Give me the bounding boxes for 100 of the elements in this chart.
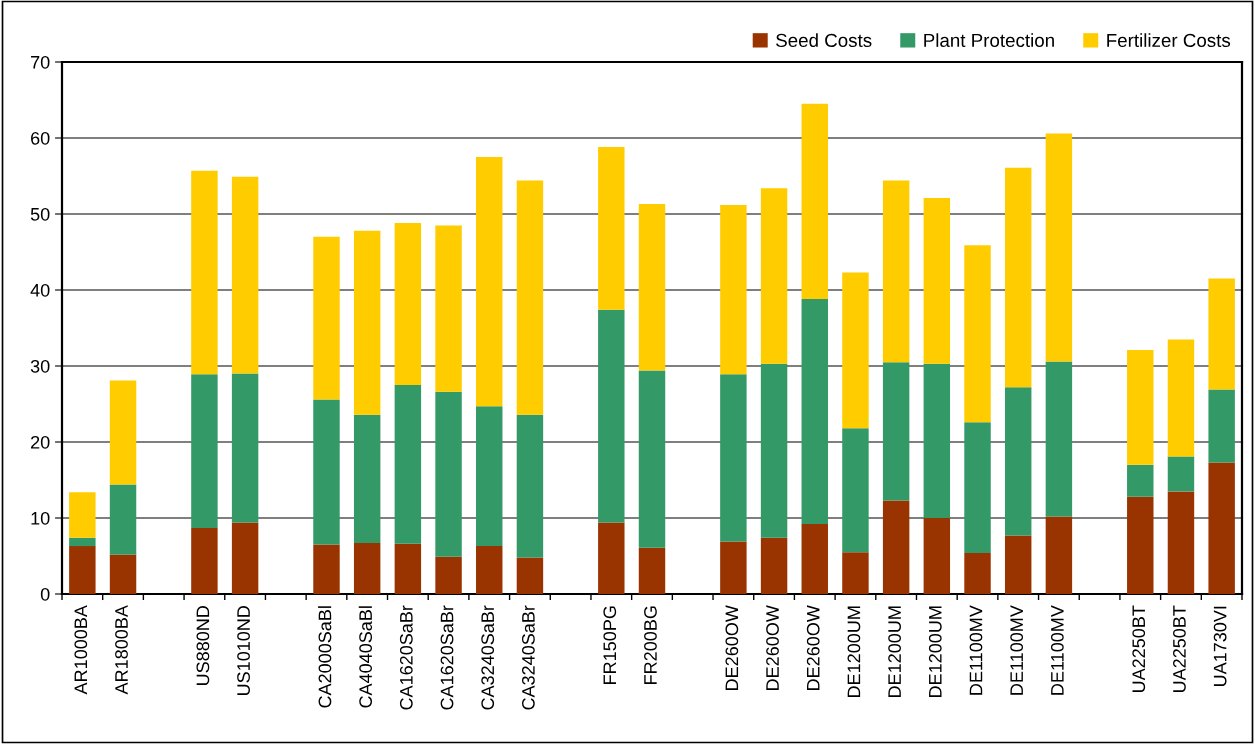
bar (1208, 389, 1235, 463)
bar (1045, 133, 1073, 362)
bar (801, 103, 828, 300)
bar (1127, 464, 1154, 497)
x-tick-label: US1010ND (237, 605, 250, 696)
y-tick-label: 0 (40, 587, 50, 601)
y-tick-label: 50 (30, 207, 50, 221)
bar (1208, 278, 1235, 390)
bar (1167, 491, 1195, 594)
bar (1004, 387, 1032, 536)
bar (353, 414, 381, 544)
bar (516, 180, 544, 415)
x-tick-label: AR1800BA (115, 605, 128, 695)
bar (516, 414, 544, 558)
bar (69, 546, 96, 594)
y-tick-label: 20 (31, 435, 50, 449)
bar (923, 518, 951, 594)
x-tick-label: DE1200UM (888, 606, 901, 697)
bar (638, 370, 666, 548)
bar (720, 204, 747, 375)
bar (191, 170, 218, 375)
bar (476, 406, 503, 547)
bar (353, 230, 381, 415)
x-tick-label: FR150PG (603, 606, 617, 684)
x-tick-label: UA2250BT (1132, 605, 1146, 693)
bar (516, 557, 544, 594)
x-tick-label: CA3240SaBr (481, 605, 495, 710)
x-tick-label: CA1620SaBr (399, 605, 413, 710)
x-tick-label: CA3240SaBr (521, 605, 535, 710)
bar (435, 556, 462, 594)
x-tick-label: DE1100MV (1010, 605, 1024, 695)
legend-label: Seed Costs (776, 33, 872, 48)
bar (313, 399, 340, 545)
bar (353, 543, 381, 594)
x-tick-label: UA2250BT (1173, 605, 1186, 693)
bar (598, 522, 625, 594)
legend-label: Plant Protection (924, 33, 1054, 48)
x-tick-label: US880ND (196, 605, 210, 685)
bar (842, 552, 869, 594)
bar (801, 524, 828, 594)
bar (720, 541, 747, 594)
bar (1127, 350, 1154, 465)
x-tick-label: DE260OW (725, 605, 739, 690)
bar (1045, 361, 1073, 517)
y-tick-label: 10 (31, 511, 50, 525)
bar (191, 374, 218, 528)
bar (801, 299, 828, 525)
x-tick-label: FR200BG (644, 606, 657, 684)
x-tick-label: DE1200UM (928, 606, 942, 697)
bar (313, 544, 340, 594)
bar (231, 373, 259, 523)
bar (1004, 535, 1032, 594)
bar (1127, 496, 1154, 594)
bar (476, 546, 503, 594)
bar (1167, 339, 1195, 457)
y-tick-label: 70 (31, 55, 50, 69)
bar (1208, 462, 1235, 594)
bar (435, 391, 462, 557)
x-tick-label: DE1200UM (847, 606, 861, 697)
y-tick-label: 60 (31, 131, 50, 145)
bar (231, 176, 259, 374)
bar (69, 492, 96, 538)
y-tick-label: 40 (30, 283, 50, 297)
x-tick-label: CA4040SaBl (358, 606, 373, 708)
x-tick-label: DE1100MV (969, 605, 983, 695)
x-tick-label: UA1730VI (1213, 606, 1227, 687)
bar (394, 223, 422, 385)
bar (69, 537, 96, 547)
bar (109, 380, 137, 485)
x-tick-label: DE260OW (766, 605, 779, 690)
bar (882, 180, 910, 363)
bar (638, 547, 666, 594)
bar (313, 236, 340, 400)
bar (964, 552, 991, 594)
bar (964, 245, 991, 423)
bar (760, 537, 788, 594)
x-tick-label: AR1000BA (74, 605, 88, 695)
bar (923, 198, 951, 364)
bar (394, 543, 422, 594)
x-tick-label: CA2000SaBl (318, 606, 332, 708)
bar (760, 188, 788, 364)
x-tick-label: DE1100MV (1050, 605, 1064, 695)
bar (598, 147, 625, 310)
bar (1045, 516, 1073, 594)
bar (1004, 167, 1032, 388)
bar (1167, 456, 1195, 492)
legend-label: Fertilizer Costs (1107, 33, 1231, 48)
bar (964, 422, 991, 553)
bar (476, 157, 503, 407)
y-tick-label: 30 (30, 359, 50, 373)
bar (231, 522, 259, 594)
bar (882, 362, 910, 501)
x-tick-label: CA1620SaBr (440, 605, 454, 710)
bar (435, 225, 462, 392)
bar (394, 385, 422, 544)
bar (191, 527, 218, 594)
bar (842, 428, 869, 553)
bar (109, 554, 137, 594)
x-tick-label: DE260OW (806, 605, 820, 690)
bar (842, 272, 869, 429)
